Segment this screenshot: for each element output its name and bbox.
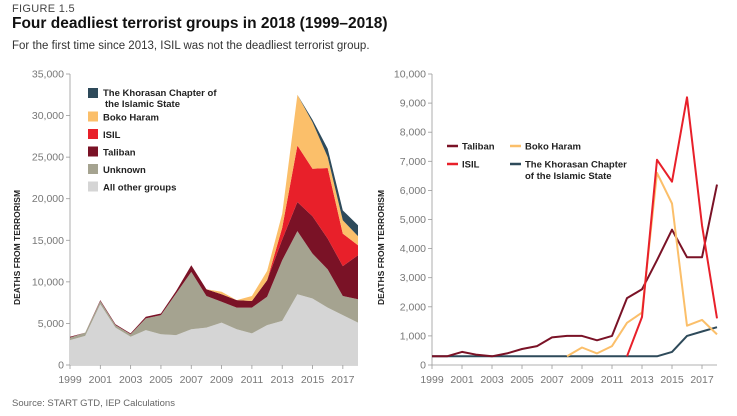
y-tick-label: 7,000 [400,156,426,168]
legend-item-unknown: Unknown [88,164,146,176]
x-tick-label: 2007 [180,374,204,386]
legend-label: Taliban [462,142,495,153]
y-tick-label: 35,000 [32,69,64,81]
legend-label: ISIL [462,160,480,171]
chart-subtitle: For the first time since 2013, ISIL was … [12,40,370,52]
y-tick-label: 1,000 [400,330,426,342]
legend-label: The Khorasan Chapter of the Islamic State [525,160,627,183]
x-tick-label: 2007 [540,374,564,386]
x-tick-label: 2011 [241,374,264,386]
y-tick-label: 30,000 [32,110,64,122]
y-tick-label: 2,000 [400,301,426,313]
y-tick-label: 5,000 [400,214,426,226]
legend-item-khorasan: The Khorasan Chapter of the Islamic State [88,88,217,110]
figure-label: FIGURE 1.5 [12,3,75,15]
legend-item-boko_haram: Boko Haram [88,111,159,124]
y-tick-label: 6,000 [400,185,426,197]
legend-swatch [88,164,98,174]
legend-swatch [88,146,98,157]
x-tick-label: 2009 [570,374,594,386]
x-tick-label: 2013 [630,374,654,386]
legend-swatch [88,88,98,98]
x-tick-label: 2017 [690,374,714,386]
x-tick-label: 2003 [119,374,143,386]
chart-1-axes: 0 5,000 10,000 15,000 20,000 25,000 30,000 35,0… [12,69,358,386]
legend-swatch [88,181,98,192]
x-tick-label: 2011 [601,374,624,386]
x-tick-label: 2015 [660,374,684,386]
y-tick-label: 5,000 [38,318,64,330]
legend-swatch [88,129,98,139]
y-axis-label: DEATHS FROM TERRORISM [376,190,386,305]
legend-label: ISIL [103,130,121,141]
x-tick-label: 2009 [210,374,234,386]
line-isil [626,96,718,357]
chart-1-areas [70,94,358,365]
x-tick-label: 2017 [331,374,355,386]
line-boko_haram [566,171,718,358]
legend-label: The Khorasan Chapter of the Islamic State [103,88,217,110]
legend-label: Boko Haram [103,113,159,124]
chart-1-legend: The Khorasan Chapter of the Islamic State… [88,88,217,194]
x-tick-label: 2015 [301,374,325,386]
y-tick-label: 8,000 [400,127,426,139]
legend-label: All other groups [103,183,176,194]
source-note: Source: START GTD, IEP Calculations [12,398,175,409]
line-khorasan [432,326,718,358]
legend-label: Boko Haram [525,142,581,153]
legend-item-isil: ISIL [88,129,121,141]
y-tick-label: 4,000 [400,243,426,255]
area-other [70,294,358,365]
legend-item-taliban: Taliban [447,142,495,153]
legend-label: Taliban [103,148,136,159]
legend-item-isil: ISIL [447,160,480,171]
y-tick-label: 20,000 [32,193,64,205]
area-taliban [70,202,358,338]
x-tick-label: 2005 [510,374,534,386]
y-tick-label: 0 [58,360,64,372]
legend-item-khorasan: The Khorasan Chapter of the Islamic State [510,160,627,183]
legend-swatch [88,111,98,122]
x-tick-label: 2013 [271,374,295,386]
legend-item-taliban: Taliban [88,146,136,159]
y-tick-label: 10,000 [32,276,64,288]
chart-2-axes: 0 1,000 2,000 3,000 4,000 5,000 6,000 7,000 8,00… [376,69,717,386]
chart-2-legend: Taliban Boko Haram ISIL The Khorasan Chapte… [447,142,627,183]
x-tick-label: 1999 [420,374,444,386]
y-tick-label: 25,000 [32,152,64,164]
x-tick-label: 2001 [89,374,113,386]
chart-2-lines [432,96,718,358]
y-tick-label: 15,000 [32,235,64,247]
legend-item-other: All other groups [88,181,176,194]
x-tick-label: 2005 [149,374,173,386]
legend-item-boko_haram: Boko Haram [510,142,581,153]
area-unknown [70,231,358,341]
line-taliban [432,184,718,358]
x-tick-label: 2003 [480,374,504,386]
x-tick-label: 1999 [58,374,82,386]
y-tick-label: 0 [420,360,426,372]
y-tick-label: 9,000 [400,98,426,110]
y-tick-label: 10,000 [394,69,426,81]
chart-title: Four deadliest terrorist groups in 2018 … [12,15,388,32]
y-tick-label: 3,000 [400,272,426,284]
y-axis-label: DEATHS FROM TERRORISM [12,190,22,305]
legend-label: Unknown [103,165,146,176]
x-tick-label: 2001 [450,374,474,386]
